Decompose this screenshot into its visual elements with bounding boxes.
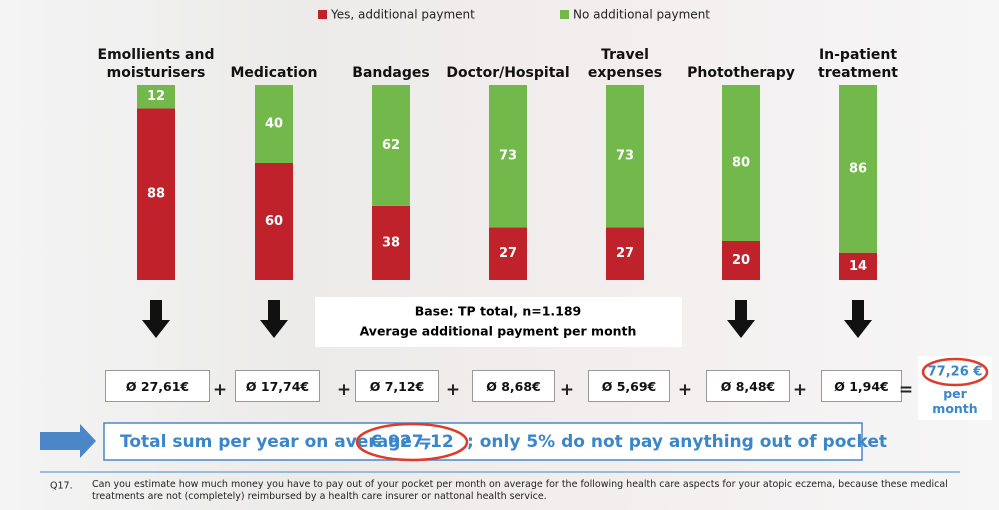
operator: = bbox=[896, 380, 916, 400]
base-text: Average additional payment per month bbox=[360, 324, 637, 339]
value-label: 80 bbox=[732, 156, 750, 171]
category-label: Medication bbox=[219, 30, 329, 82]
arrow-icon bbox=[844, 300, 872, 338]
category-label: Phototherapy bbox=[676, 30, 806, 82]
amount-box: Ø 5,69€ bbox=[588, 370, 670, 402]
value-label: 73 bbox=[499, 149, 517, 164]
footnote-number: Q17. bbox=[50, 481, 73, 492]
value-label: 20 bbox=[732, 253, 750, 268]
operator: + bbox=[443, 380, 463, 400]
category-label: Doctor/Hospital bbox=[443, 30, 573, 82]
value-label: 27 bbox=[499, 246, 517, 261]
value-label: 12 bbox=[147, 89, 165, 104]
category-label: In-patient treatment bbox=[808, 30, 908, 82]
operator: + bbox=[675, 380, 695, 400]
arrow-icon bbox=[142, 300, 170, 338]
category-label: Bandages bbox=[336, 30, 446, 82]
value-label: 73 bbox=[616, 149, 634, 164]
category-label: Travel expenses bbox=[580, 30, 670, 82]
amount-box: Ø 7,12€ bbox=[355, 370, 439, 402]
summary-amount: € 927,12 bbox=[369, 432, 453, 452]
value-label: 60 bbox=[265, 214, 283, 229]
operator: + bbox=[210, 380, 230, 400]
operator: + bbox=[790, 380, 810, 400]
operator: + bbox=[557, 380, 577, 400]
category-label: Emollients and moisturisers bbox=[91, 30, 221, 82]
amount-box: Ø 8,48€ bbox=[706, 370, 790, 402]
legend-label: Yes, additional payment bbox=[330, 8, 475, 22]
value-label: 14 bbox=[849, 259, 867, 274]
value-label: 40 bbox=[265, 117, 283, 132]
value-label: 62 bbox=[382, 138, 400, 153]
value-label: 38 bbox=[382, 235, 400, 250]
legend-swatch bbox=[560, 10, 569, 19]
value-label: 86 bbox=[849, 161, 867, 176]
total-unit: per month bbox=[918, 386, 992, 416]
summary-note: ; only 5% do not pay anything out of poc… bbox=[467, 432, 887, 452]
page: Base: TP total, n=1.189 Average addition… bbox=[0, 0, 999, 510]
operator: + bbox=[334, 380, 354, 400]
footnote-text: Can you estimate how much money you have… bbox=[92, 479, 952, 503]
value-label: 88 bbox=[147, 187, 165, 202]
total-value: 77,26 € bbox=[928, 365, 983, 380]
amount-box: Ø 1,94€ bbox=[821, 370, 902, 402]
legend-swatch bbox=[318, 10, 327, 19]
amount-box: Ø 8,68€ bbox=[472, 370, 555, 402]
arrow-icon bbox=[727, 300, 755, 338]
arrow-icon bbox=[40, 424, 96, 458]
arrow-icon bbox=[260, 300, 288, 338]
amount-box: Ø 17,74€ bbox=[235, 370, 320, 402]
value-label: 27 bbox=[616, 246, 634, 261]
amount-box: Ø 27,61€ bbox=[105, 370, 210, 402]
base-text: Base: TP total, n=1.189 bbox=[415, 304, 582, 319]
legend-label: No additional payment bbox=[573, 8, 710, 22]
